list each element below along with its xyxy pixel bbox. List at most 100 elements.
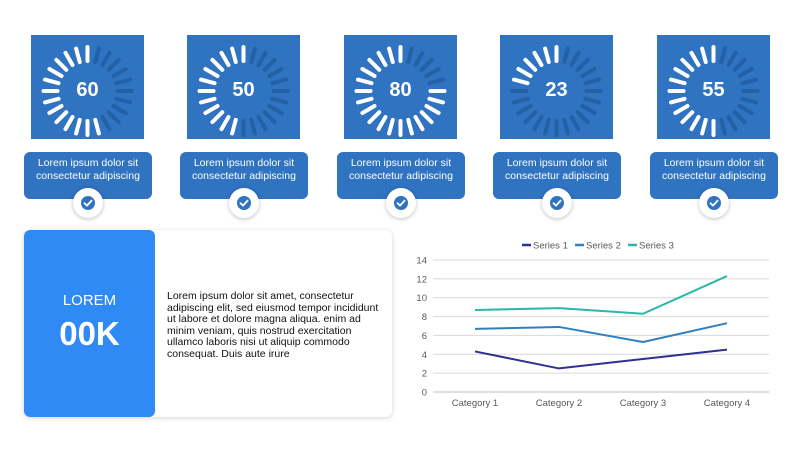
gauge-tick [737, 67, 754, 78]
gauge-tick [47, 67, 64, 78]
gauge-tick [406, 46, 414, 65]
gauge-tick [511, 96, 530, 105]
gauge-tick [270, 77, 289, 86]
series-line-1 [474, 348, 728, 370]
gauge-tick [267, 67, 284, 78]
kpi-value: 80 [389, 79, 412, 101]
gauge-tick [219, 50, 231, 68]
kpi-value: 50 [232, 79, 255, 101]
radial-tick-gauge [667, 45, 760, 137]
gauge-tick [413, 114, 425, 132]
gauge-tick [413, 50, 425, 68]
kpi-caption-line: Lorem ipsum dolor sit [663, 157, 765, 169]
gauge-tick [63, 50, 75, 68]
gauge-tick [74, 117, 82, 136]
summary-label: LOREM [62, 292, 117, 309]
gauge-tick [42, 96, 61, 105]
kpi-gauge: 50 [187, 35, 300, 139]
gauge-tick [387, 46, 395, 65]
gauge-tick [424, 104, 441, 115]
gauge-tick [219, 114, 231, 132]
gauge-tick [100, 114, 112, 132]
gauge-tick [562, 117, 570, 136]
gauge-tick [419, 110, 434, 125]
gauge-tick [740, 77, 759, 86]
x-tick-label: Category 2 [536, 398, 582, 409]
gauge-tick [256, 114, 268, 132]
kpi-caption-line: Lorem ipsum dolor sit [193, 157, 295, 169]
gauge-tick [54, 57, 69, 72]
gauge-tick [668, 77, 687, 86]
gauge-tick [673, 67, 690, 78]
gauge-tick [387, 117, 395, 136]
gauge-tick [249, 46, 257, 65]
gauge-tick [262, 110, 277, 125]
gauge-tick [516, 104, 533, 115]
gauge-tick [54, 110, 69, 125]
gauge-tick [732, 57, 747, 72]
gauge-tick [700, 117, 708, 136]
gauge-tick [580, 104, 597, 115]
kpi-value: 23 [545, 79, 568, 101]
summary-text: Lorem ipsum dolor sit amet, consectetur … [167, 290, 379, 360]
gauge-tick [580, 67, 597, 78]
gauge-tick [106, 110, 121, 125]
legend-label: Series 3 [639, 241, 674, 252]
legend-label: Series 2 [586, 241, 621, 252]
gauge-tick [203, 67, 220, 78]
check-circle-icon [394, 196, 408, 210]
radial-tick-gauge [510, 45, 603, 137]
x-tick-label: Category 4 [704, 398, 750, 409]
gauge-tick [583, 96, 602, 105]
gauge-tick [74, 46, 82, 65]
gauge-tick [575, 110, 590, 125]
radial-tick-gauge [354, 45, 447, 137]
gauge-tick [106, 57, 121, 72]
gauge-tick [93, 117, 101, 136]
gauge-tick [111, 67, 128, 78]
check-badge [699, 188, 729, 218]
check-circle-icon [81, 196, 95, 210]
series-line-3 [474, 275, 728, 315]
gauge-tick [256, 50, 268, 68]
gauge-tick [47, 104, 64, 115]
gauge-tick [575, 57, 590, 72]
check-badge [386, 188, 416, 218]
line-chart: 0 2 4 6 8 10 12 14 Category 1 Category 2 Category … [416, 241, 769, 409]
gauge-tick [270, 96, 289, 105]
gauge-tick [376, 50, 388, 68]
gauge-tick [523, 57, 538, 72]
x-tick-label: Category 1 [452, 398, 498, 409]
radial-tick-gauge [41, 45, 134, 137]
gauge-tick [511, 77, 530, 86]
gauge-tick [230, 46, 238, 65]
gauge-tick [419, 57, 434, 72]
gauge-tick [367, 57, 382, 72]
gauge-tick [680, 110, 695, 125]
gauge-tick [726, 50, 738, 68]
kpi-gauge: 55 [657, 35, 770, 139]
check-badge [229, 188, 259, 218]
gauge-tick [427, 77, 446, 86]
gauge-tick [100, 50, 112, 68]
gauge-tick [63, 114, 75, 132]
gauge-tick [673, 104, 690, 115]
gauge-tick [114, 77, 133, 86]
legend-label: Series 1 [533, 241, 568, 252]
check-badge [73, 188, 103, 218]
gauge-tick [42, 77, 61, 86]
gauge-tick [516, 67, 533, 78]
gauge-tick [367, 110, 382, 125]
gauge-tick [680, 57, 695, 72]
gauge-tick [424, 67, 441, 78]
gauge-tick [523, 110, 538, 125]
check-badge [542, 188, 572, 218]
gauge-tick [569, 50, 581, 68]
gauge-tick [543, 117, 551, 136]
gauge-tick [532, 114, 544, 132]
gauge-tick [267, 104, 284, 115]
y-tick-label: 8 [422, 312, 427, 323]
gauge-tick [111, 104, 128, 115]
gauge-tick [210, 57, 225, 72]
kpi-caption-line: consectetur adipiscing [505, 170, 609, 182]
